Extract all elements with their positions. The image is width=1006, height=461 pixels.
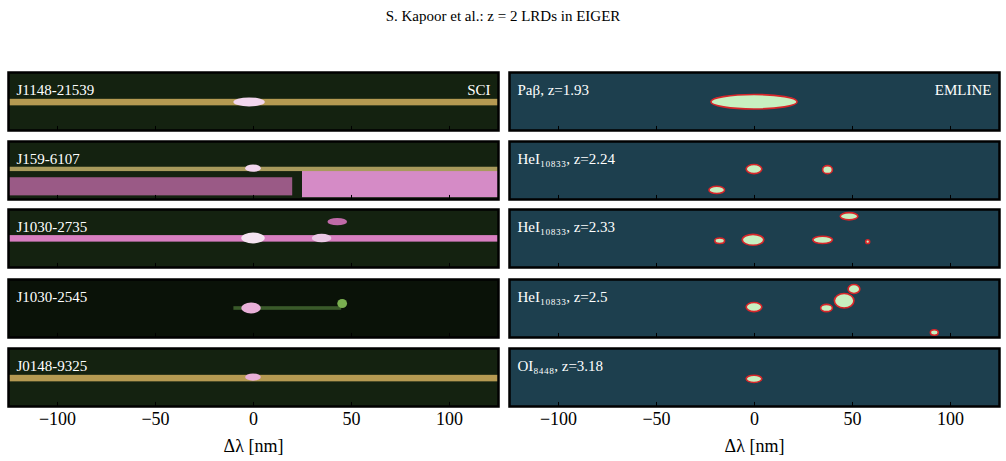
svg-text:−100: −100 [540,409,577,429]
svg-text:HeI₁₀₈₃₃, z=2.24: HeI₁₀₈₃₃, z=2.24 [518,151,616,167]
svg-text:J0148-9325: J0148-9325 [17,358,88,374]
svg-text:50: 50 [844,409,862,429]
svg-text:HeI₁₀₈₃₃, z=2.33: HeI₁₀₈₃₃, z=2.33 [518,219,616,235]
svg-text:SCI: SCI [467,82,490,98]
svg-text:Paβ, z=1.93: Paβ, z=1.93 [518,82,590,98]
svg-text:EMLINE: EMLINE [935,82,992,98]
svg-text:−50: −50 [141,409,169,429]
svg-text:J1030-2545: J1030-2545 [17,289,88,305]
svg-text:J159-6107: J159-6107 [17,151,81,167]
svg-text:50: 50 [343,409,361,429]
svg-text:−50: −50 [642,409,670,429]
html-text:S. Kapoor et al.: z = 2 LRDs i: S. Kapoor et al.: z = 2 LRDs in EIGER [385,8,621,24]
svg-text:100: 100 [436,409,463,429]
svg-text:100: 100 [937,409,964,429]
svg-text:Δλ [nm]: Δλ [nm] [725,436,785,456]
svg-text:−100: −100 [39,409,76,429]
svg-text:HeI₁₀₈₃₃, z=2.5: HeI₁₀₈₃₃, z=2.5 [518,289,608,305]
svg-text:J1030-2735: J1030-2735 [17,219,88,235]
svg-text:Δλ [nm]: Δλ [nm] [224,436,284,456]
svg-text:OI₈₄₄₈, z=3.18: OI₈₄₄₈, z=3.18 [518,358,604,374]
svg-text:0: 0 [750,409,759,429]
svg-text:0: 0 [249,409,258,429]
svg-text:J1148-21539: J1148-21539 [17,82,95,98]
